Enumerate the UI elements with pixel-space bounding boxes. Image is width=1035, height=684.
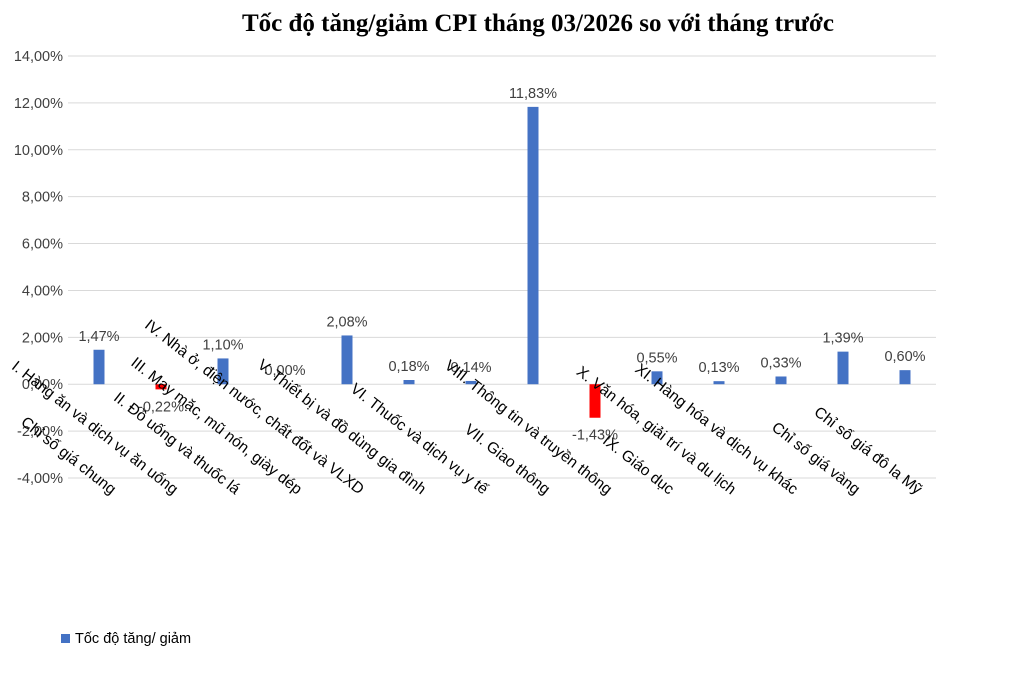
x-tick-label: Chỉ số giá đô la Mỹ	[811, 404, 926, 499]
bar	[651, 371, 663, 385]
legend-swatch	[61, 634, 70, 643]
data-label: -0,22%	[138, 399, 184, 415]
bars	[93, 106, 911, 418]
bar	[589, 384, 601, 418]
data-label: 0,13%	[698, 360, 739, 376]
bar	[341, 335, 353, 385]
bar	[465, 380, 477, 385]
y-axis-ticks: 14,00% 12,00% 10,00% 8,00% 6,00% 4,00% 2,00% 0,…	[14, 49, 63, 487]
chart-title: Tốc độ tăng/giảm CPI tháng 03/2026 so vớ…	[242, 10, 834, 37]
data-label: 0,00%	[264, 363, 305, 379]
y-tick-label: -2,00%	[17, 424, 63, 440]
data-label: 0,55%	[636, 350, 677, 366]
legend: Tốc độ tăng/ giảm	[61, 631, 191, 647]
y-tick-label: 12,00%	[14, 96, 63, 112]
bar	[403, 380, 415, 385]
y-tick-label: 4,00%	[22, 283, 63, 299]
bar	[527, 106, 539, 385]
y-tick-label: -4,00%	[17, 471, 63, 487]
bar	[837, 351, 849, 385]
data-label: 1,10%	[202, 337, 243, 353]
bar	[899, 370, 911, 385]
data-label: 1,47%	[78, 329, 119, 345]
y-tick-label: 8,00%	[22, 190, 63, 206]
data-label: 11,83%	[509, 86, 557, 102]
bar	[155, 384, 167, 390]
data-label: 0,18%	[388, 359, 429, 375]
bar	[93, 349, 105, 385]
data-label: 1,39%	[822, 331, 863, 347]
legend-label: Tốc độ tăng/ giảm	[75, 631, 191, 647]
bar	[713, 381, 725, 385]
gridlines	[68, 55, 936, 479]
bar	[217, 358, 229, 385]
bar	[775, 376, 787, 385]
y-tick-label: 0,00%	[22, 377, 63, 393]
data-label: 0,33%	[760, 355, 801, 371]
data-label: 2,08%	[326, 314, 367, 330]
y-tick-label: 14,00%	[14, 49, 63, 65]
y-tick-label: 2,00%	[22, 330, 63, 346]
data-label: -1,43%	[572, 428, 618, 444]
y-tick-label: 10,00%	[14, 143, 63, 159]
data-label: 0,14%	[450, 360, 491, 376]
y-tick-label: 6,00%	[22, 237, 63, 253]
data-label: 0,60%	[884, 349, 925, 365]
data-labels: 1,47% -0,22% 1,10% 0,00% 2,08% 0,18% 0,14% 11,8…	[78, 86, 925, 444]
